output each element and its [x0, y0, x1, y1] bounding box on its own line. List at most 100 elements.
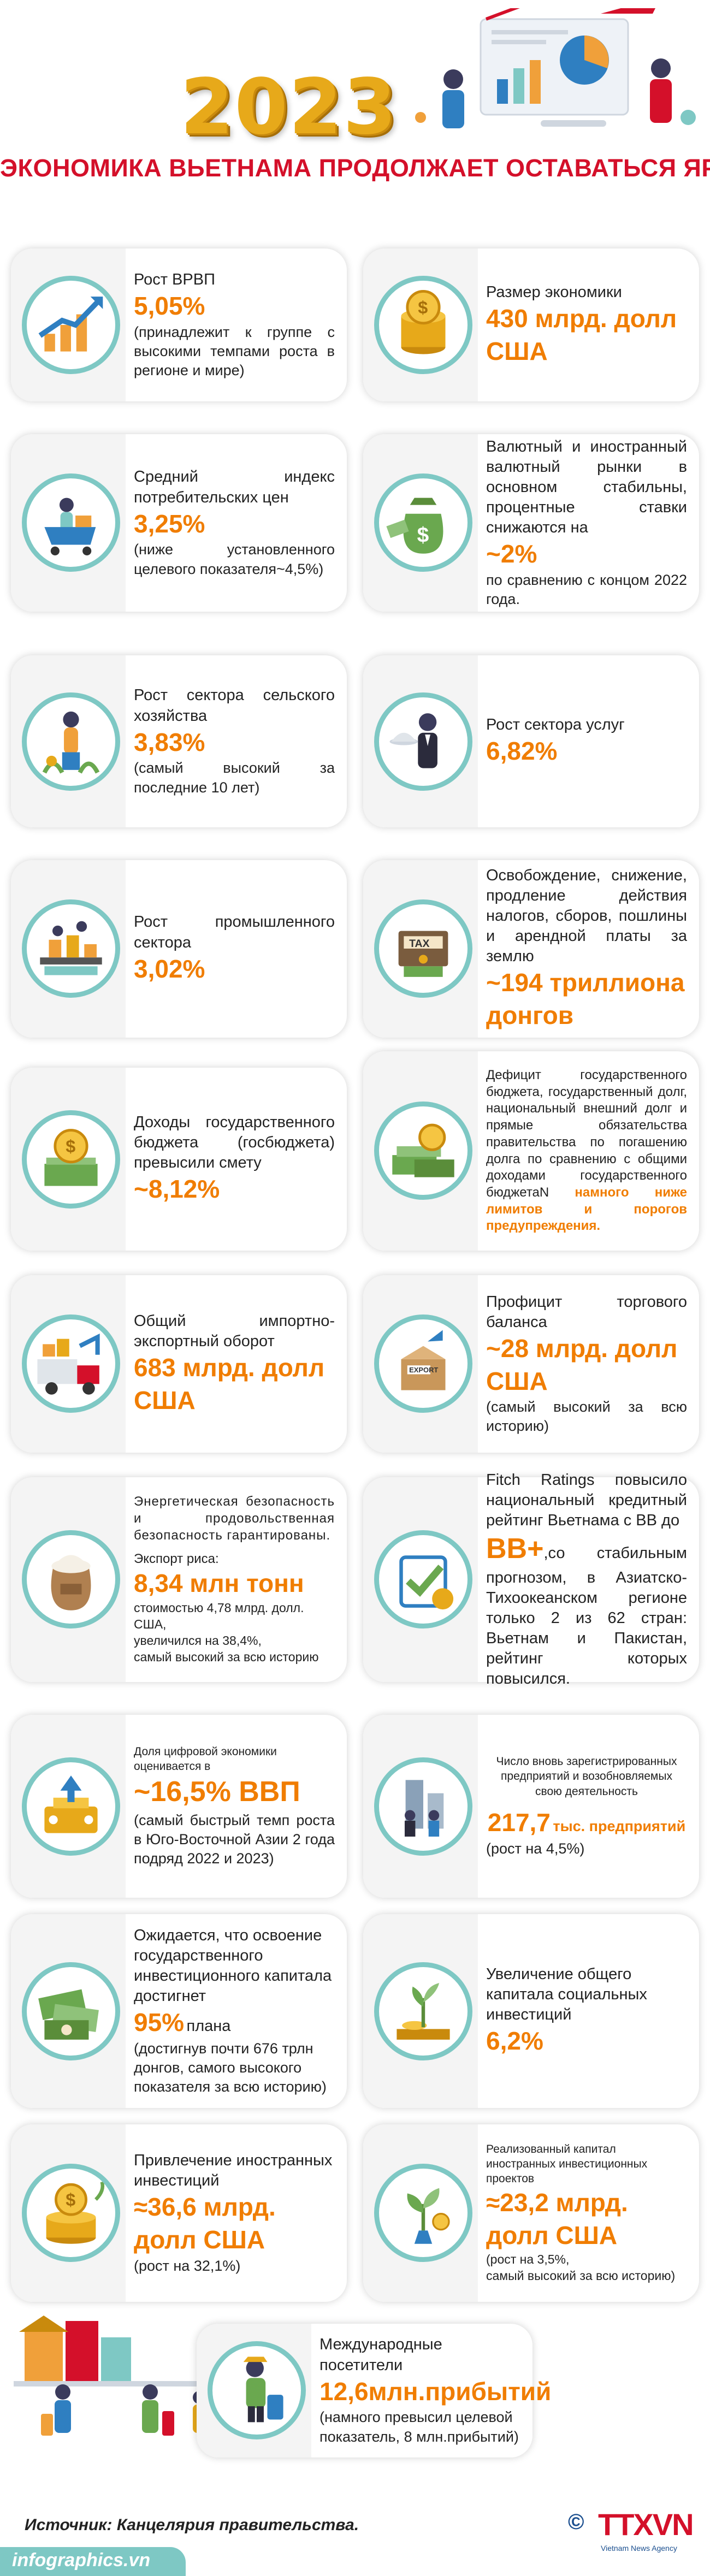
fdi-attracted-note: (рост на 32,1%) [134, 2257, 241, 2274]
fdi-attracted-label: Привлечение иностранных инвестиций [134, 2152, 333, 2190]
food-value: 8,34 млн тонн [134, 1569, 304, 1598]
visitors-label: Международные посетители [319, 2336, 442, 2374]
services-value: 6,82% [486, 737, 558, 766]
card-public-debt: Дефицит государственного бюджета, госуда… [363, 1051, 699, 1251]
card-food-security: Энергетическая безопасность и продовольс… [11, 1477, 347, 1682]
card-international-visitors: Международные посетители 12,6млн.прибыти… [197, 2324, 552, 2457]
food-label: Энергетическая безопасность и продовольс… [134, 1494, 335, 1543]
rating-check-icon [374, 1530, 472, 1628]
digital-note: (самый быстрый темп роста в Юго-Восточно… [134, 1811, 335, 1867]
industry-label: Рост промышленного сектора [134, 913, 335, 951]
banknotes-icon [22, 1962, 120, 2060]
fx-note: по сравнению с концом 2022 года. [486, 572, 687, 608]
year-title: 2023 [180, 63, 398, 152]
card-digital-economy: Доля цифровой экономики оценивается в ~1… [11, 1715, 347, 1898]
card-fdi-realized: Реализованный капитал иностранных инвест… [363, 2124, 699, 2302]
logo-text: TTXVN [598, 2507, 694, 2542]
money-bag-icon: $ [374, 473, 472, 572]
card-cpi: Средний индекс потребительских цен 3,25%… [11, 434, 347, 612]
public-investment-note: (достигнув почти 676 трлн донгов, самого… [134, 2040, 327, 2095]
public-investment-label: Ожидается, что освоение государственного… [134, 1926, 332, 2005]
card-trade-turnover: Общий импортно-экспортный оборот 683 млр… [11, 1275, 347, 1453]
cpi-note: (ниже установленного целевого показателя… [134, 541, 335, 577]
plant-coins-icon [374, 1962, 472, 2060]
site-name[interactable]: infographics.vn [12, 2550, 151, 2571]
card-economy-size: $ Размер экономики 430 млрд. долл США [363, 248, 699, 401]
tax-label: Освобождение, снижение, продление действ… [486, 866, 687, 966]
gdp-label: Рост ВРВП [134, 270, 215, 288]
trade-value: 683 млрд. долл США [134, 1353, 325, 1414]
logo-subtext: Vietnam News Agency [601, 2544, 677, 2553]
digital-value: ~16,5% ВВП [134, 1776, 300, 1808]
visitors-value: 12,6млн.прибытий [319, 2377, 552, 2406]
card-fdi-attracted: $ Привлечение иностранных инвестиций ≈36… [11, 2124, 347, 2302]
dollar-coins-icon: $ [22, 2164, 120, 2262]
visitors-note: (намного превысил целевой показатель, 8 … [319, 2409, 519, 2445]
gdp-note: (принадлежит к группе с высокими темпами… [134, 323, 335, 378]
svg-text:$: $ [418, 298, 428, 317]
business-analytics-illustration [415, 8, 696, 128]
card-fitch-rating: Fitch Ratings повысило национальный кред… [363, 1471, 699, 1687]
industry-value: 3,02% [134, 954, 205, 983]
ttxvn-logo: © TTXVN Vietnam News Agency [568, 2507, 699, 2567]
waiter-icon [374, 692, 472, 791]
svg-text:TAX: TAX [409, 938, 429, 950]
budget-revenue-label: Доходы государственного бюджета (госбюдж… [134, 1113, 335, 1172]
economy-size-label: Размер экономики [486, 283, 622, 301]
services-label: Рост сектора услуг [486, 716, 625, 734]
public-investment-value: 95% [134, 2008, 185, 2037]
trade-label: Общий импортно-экспортный оборот [134, 1312, 335, 1350]
trade-surplus-value: ~28 млрд. долл США [486, 1334, 678, 1395]
enterprises-label: Число вновь зарегистрированных предприят… [496, 1755, 677, 1798]
tax-icon: TAX [374, 899, 472, 998]
fx-value: ~2% [486, 540, 537, 569]
enterprises-value: 217,7 [487, 1808, 551, 1837]
cash-stack-icon [374, 1102, 472, 1200]
trade-surplus-label: Профицит торгового баланса [486, 1293, 687, 1331]
coin-stack-icon: $ [22, 1110, 120, 1209]
export-box-icon: EXPORT [374, 1314, 472, 1413]
page-title: ЭКОНОМИКА ВЬЕТНАМА ПРОДОЛЖАЕТ ОСТАВАТЬСЯ… [0, 154, 710, 182]
debt-label: Дефицит государственного бюджета, госуда… [486, 1067, 687, 1200]
food-note: стоимостью 4,78 млрд. долл. США, [134, 1601, 304, 1631]
tourist-icon [208, 2341, 306, 2439]
food-note-3: самый высокий за всю историю [134, 1649, 319, 1664]
digital-economy-icon [22, 1757, 120, 1856]
factory-icon [22, 899, 120, 998]
enterprises-note: (рост на 4,5%) [486, 1840, 585, 1857]
shopping-cart-icon [22, 473, 120, 572]
site-link[interactable]: infographics.vn [0, 2547, 186, 2576]
agriculture-label: Рост сектора сельского хозяйства [134, 686, 335, 725]
coins-icon: $ [374, 276, 472, 374]
cpi-label: Средний индекс потребительских цен [134, 468, 335, 506]
source-note: Источник: Канцелярия правительства. [25, 2516, 359, 2534]
fdi-realized-label: Реализованный капитал иностранных инвест… [486, 2142, 648, 2186]
budget-revenue-value: ~8,12% [134, 1175, 220, 1204]
fitch-value: BB+ [486, 1533, 544, 1565]
travelers-illustration [14, 2316, 232, 2436]
agriculture-note: (самый высокий за последние 10 лет) [134, 760, 335, 796]
cpi-value: 3,25% [134, 509, 205, 538]
card-industry: Рост промышленного сектора 3,02% [11, 860, 347, 1038]
fdi-realized-note-2: самый высокий за всю историю) [486, 2269, 676, 2283]
debt-highlight: намного ниже лимитов и порогов предупреж… [486, 1185, 687, 1234]
card-gdp-growth: Рост ВРВП 5,05% (принадлежит к группе с … [11, 248, 347, 401]
truck-icon [22, 1314, 120, 1413]
chart-growth-icon [22, 276, 120, 374]
card-agriculture: Рост сектора сельского хозяйства 3,83% (… [11, 655, 347, 827]
rice-sack-icon [22, 1530, 120, 1628]
food-sublabel: Экспорт риса: [134, 1551, 219, 1566]
digital-label: Доля цифровой экономики оценивается в [134, 1745, 277, 1773]
svg-text:$: $ [66, 1136, 75, 1156]
svg-text:$: $ [417, 524, 429, 547]
business-people-icon [374, 1757, 472, 1856]
card-social-investment: Увеличение общего капитала социальных ин… [363, 1914, 699, 2108]
card-tax-relief: TAX Освобождение, снижение, продление де… [363, 860, 699, 1038]
enterprises-unit: тыс. предприятий [553, 1818, 686, 1834]
fdi-attracted-value: ≈36,6 млрд. долл США [134, 2193, 276, 2254]
public-investment-unit: плана [186, 2017, 231, 2035]
svg-text:$: $ [66, 2190, 75, 2210]
food-note-2: увеличился на 38,4%, [134, 1633, 262, 1648]
social-investment-label: Увеличение общего капитала социальных ин… [486, 1965, 647, 2024]
